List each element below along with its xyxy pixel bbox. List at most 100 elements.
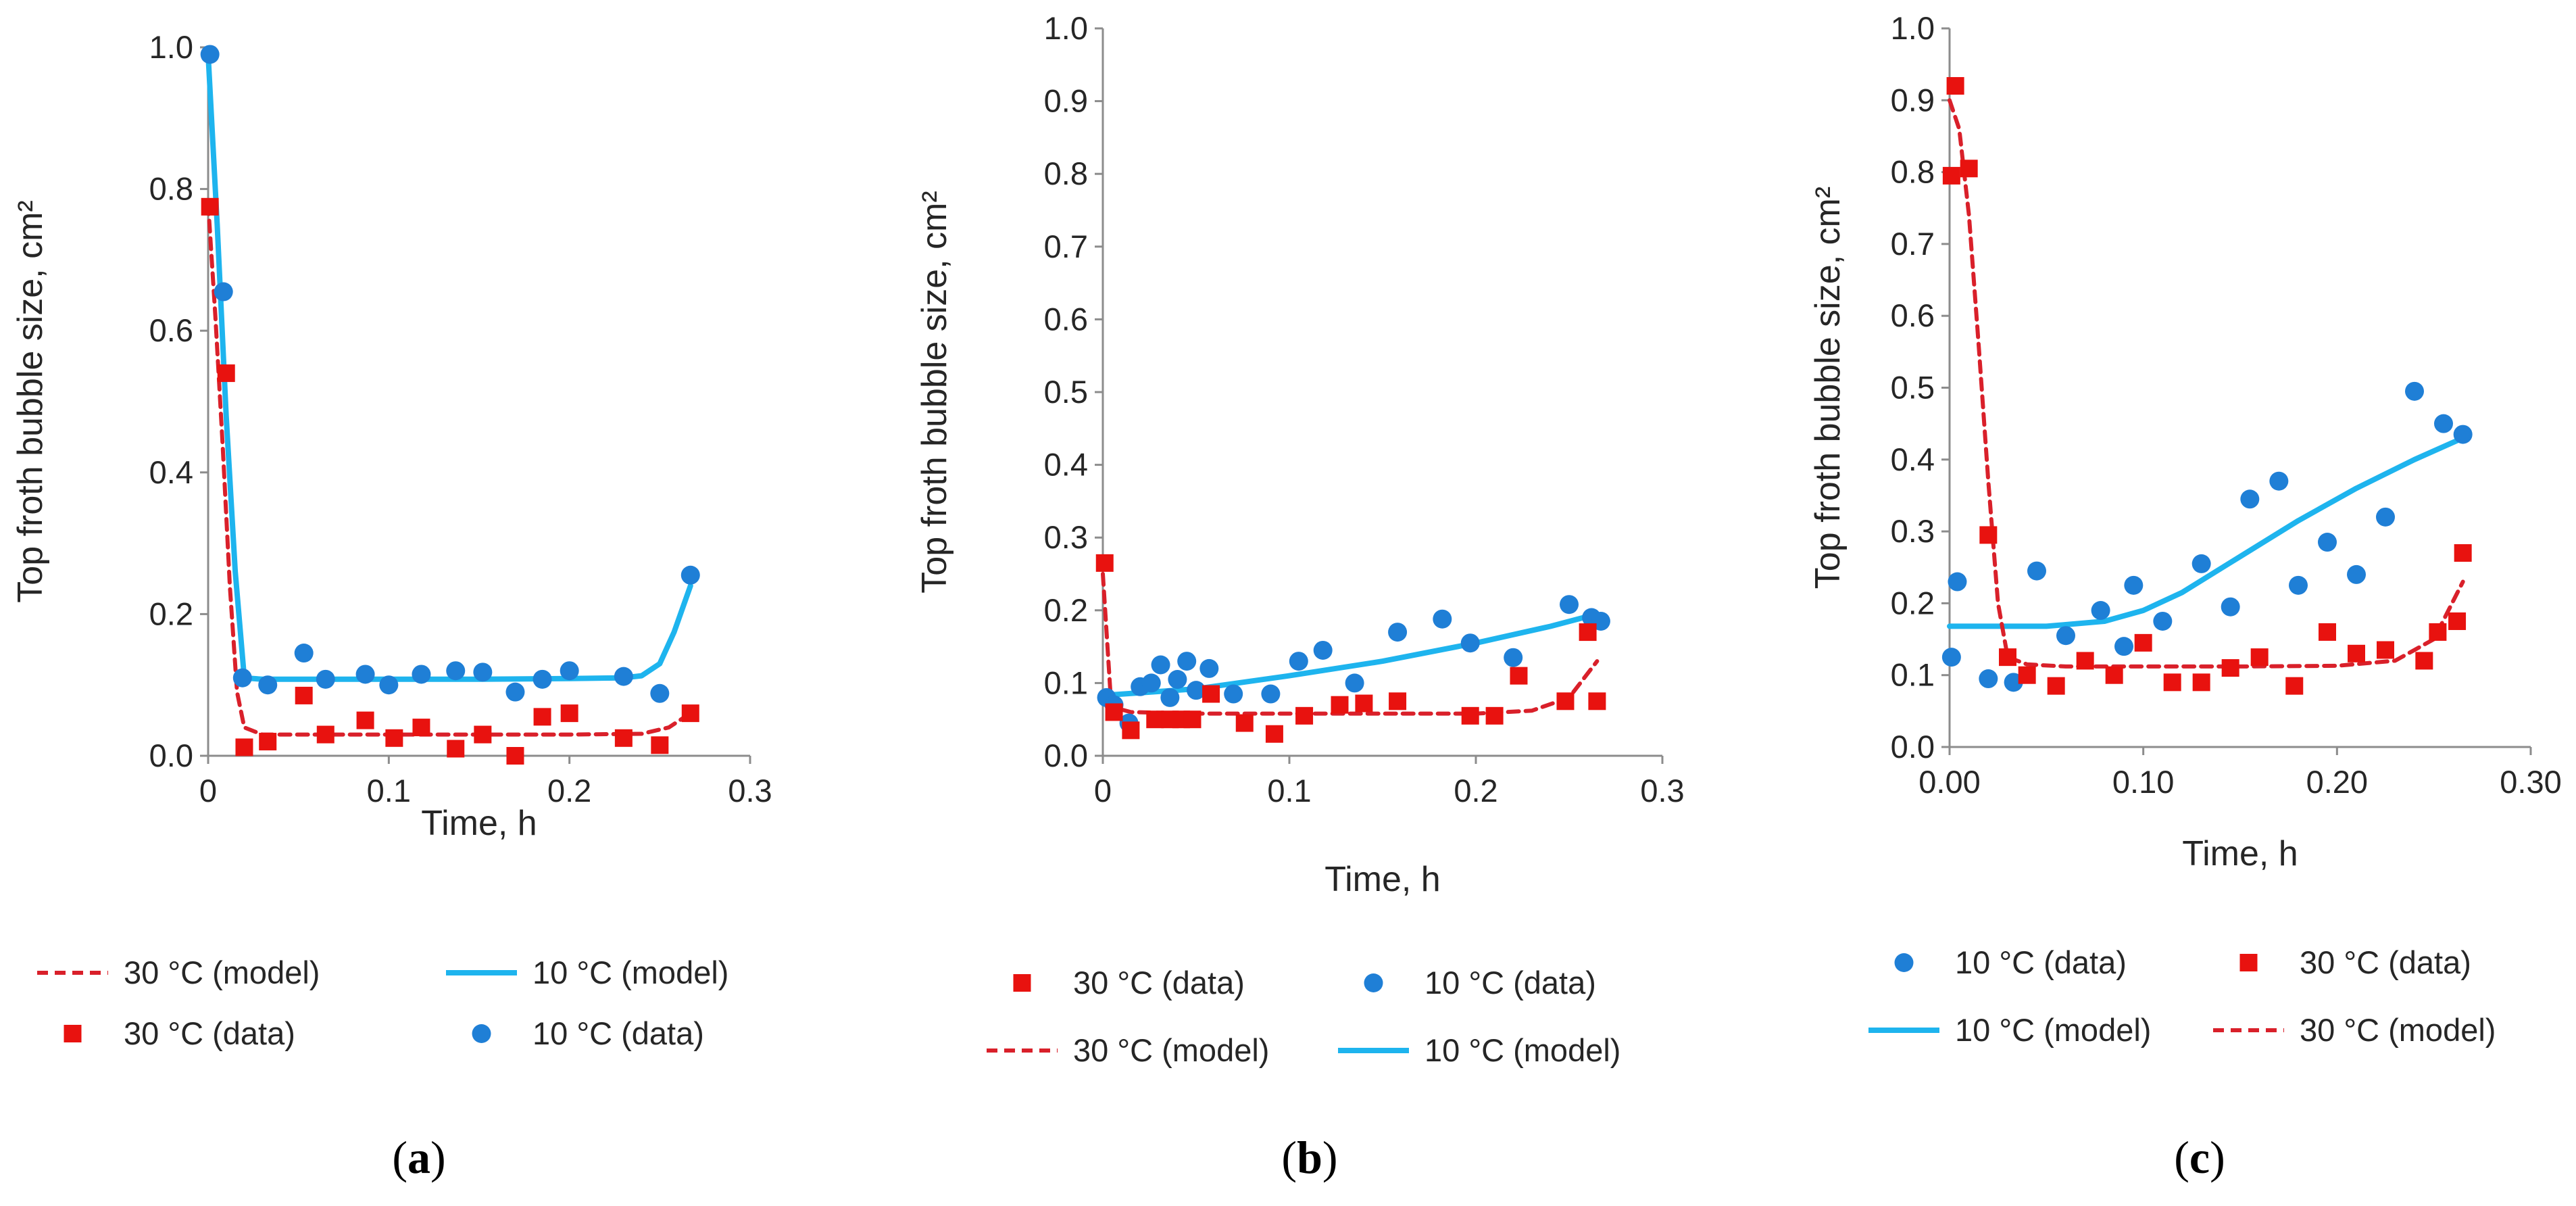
data-point-red-data [1579, 623, 1597, 642]
y-tick-label: 0.2 [1891, 585, 1935, 621]
data-point-blue-data [1199, 658, 1219, 678]
data-point-blue-data [316, 669, 335, 689]
data-point-red-data [2105, 666, 2123, 684]
x-tick-label: 0.10 [2112, 764, 2174, 800]
data-point-blue-data [2114, 637, 2133, 656]
legend-label: 10 °C (data) [532, 1015, 704, 1051]
data-point-blue-data [2269, 471, 2289, 491]
data-point-blue-data [2240, 489, 2260, 509]
chart-panel-b: 0.0 0.1 0.2 0.3 0.4 0.5 0.6 0.7 0.8 0.9 1.0 0 0.1 0.2… [915, 10, 1685, 1183]
data-point-blue-data [2221, 597, 2240, 617]
legend-swatch-blue-data [1894, 953, 1914, 972]
y-tick-label: 0.4 [149, 454, 193, 490]
y-tick-label: 0.6 [1891, 297, 1935, 333]
y-tick-label: 0.3 [1891, 513, 1935, 549]
data-point-blue-data [2347, 564, 2366, 584]
data-point-red-data [1942, 166, 1960, 185]
legend: 30 °C (model) 10 °C (model) 30 °C (data) 10… [37, 955, 728, 1051]
y-tick-label: 1.0 [1044, 10, 1088, 46]
data-point-red-data [1295, 706, 1314, 725]
data-point-red-data [2192, 673, 2210, 692]
data-point-red-data [506, 747, 524, 765]
data-point-red-data [2221, 659, 2239, 677]
data-point-blue-data [200, 45, 220, 64]
data-point-red-data [356, 711, 374, 729]
data-point-red-data [2047, 677, 2065, 695]
data-point-red-data [1355, 694, 1373, 713]
legend-label: 30 °C (model) [2300, 1012, 2496, 1048]
data-point-blue-data [1460, 633, 1480, 653]
y-tick-label: 0.8 [149, 171, 193, 207]
y-tick-label: 0.5 [1044, 374, 1088, 410]
data-point-blue-data [1433, 609, 1452, 629]
panel-label-open: ( [1281, 1132, 1297, 1183]
legend-label: 10 °C (data) [1955, 944, 2127, 980]
data-point-red-data [385, 729, 403, 747]
y-tick-label: 0.0 [1044, 738, 1088, 773]
data-point-blue-data [2056, 626, 2075, 646]
data-point-red-data [2163, 673, 2181, 692]
panel-label-letter: c [2189, 1132, 2210, 1183]
legend-label: 30 °C (data) [2300, 944, 2471, 980]
legend-swatch-red-data [2239, 954, 2258, 971]
data-point-red-data [1122, 721, 1140, 740]
y-tick-label: 0.2 [1044, 592, 1088, 628]
data-point-blue-data [680, 565, 700, 585]
data-point-blue-data [214, 282, 233, 302]
data-point-red-data [1979, 526, 1998, 544]
data-point-blue-data [2091, 601, 2110, 621]
data-point-blue-data [1941, 648, 1961, 667]
data-point-blue-data [2004, 673, 2023, 692]
data-point-blue-data [294, 644, 314, 663]
data-point-red-data [1389, 692, 1407, 710]
legend-swatch-blue-data [1364, 973, 1383, 992]
data-point-red-data [651, 736, 669, 754]
data-point-red-data [1485, 706, 1504, 725]
data-point-red-data [2377, 641, 2394, 659]
x-tick-label: 0.2 [547, 773, 591, 809]
data-point-blue-data [1151, 655, 1170, 675]
y-axis-title: Top froth bubble size, cm² [11, 200, 50, 602]
y-axis-title: Top froth bubble size, cm² [1808, 187, 1848, 589]
legend-label: 30 °C (data) [124, 1015, 295, 1051]
data-point-red-data [2076, 652, 2094, 670]
data-point-red-data [560, 704, 578, 723]
data-point-blue-data [2376, 507, 2395, 527]
data-point-red-data [201, 197, 219, 216]
data-point-red-data [217, 364, 235, 383]
data-point-blue-data [1979, 669, 1998, 689]
data-point-red-data [1960, 160, 1978, 178]
x-tick-label: 0.1 [367, 773, 411, 809]
panel-label-letter: a [407, 1132, 430, 1183]
data-point-red-data [2319, 623, 2336, 641]
y-tick-label: 0.0 [149, 738, 193, 773]
panel-label-open: ( [2174, 1132, 2189, 1183]
y-axis-title: Top froth bubble size, cm² [915, 191, 954, 593]
x-tick-label: 0.1 [1267, 773, 1311, 809]
y-tick-label: 0.7 [1044, 228, 1088, 264]
data-point-red-data [295, 686, 313, 704]
y-tick-label: 0.9 [1044, 83, 1088, 119]
data-point-red-data [1105, 703, 1123, 721]
y-tick-label: 0.8 [1044, 155, 1088, 191]
data-point-red-data [2348, 644, 2365, 662]
y-tick-label: 0.4 [1044, 447, 1088, 483]
panel-label: (a) [392, 1132, 445, 1183]
panel-label-letter: b [1297, 1132, 1322, 1183]
data-point-blue-data [614, 667, 633, 686]
data-point-blue-data [1289, 652, 1308, 671]
legend-label: 10 °C (model) [1955, 1012, 2151, 1048]
x-tick-label: 0.2 [1454, 773, 1497, 809]
y-tick-label: 0.9 [1891, 82, 1935, 118]
x-tick-label: 0.30 [2500, 764, 2561, 800]
panel-label: (b) [1281, 1132, 1337, 1183]
panel-label-close: ) [430, 1132, 446, 1183]
data-point-red-data [1146, 710, 1164, 729]
data-point-blue-data [473, 662, 493, 682]
x-axis-title: Time, h [421, 804, 537, 843]
data-point-red-data [1235, 714, 1254, 732]
legend-swatch-red-data [1013, 974, 1031, 992]
data-point-blue-data [1313, 640, 1333, 660]
data-point-red-data [1999, 648, 2016, 667]
